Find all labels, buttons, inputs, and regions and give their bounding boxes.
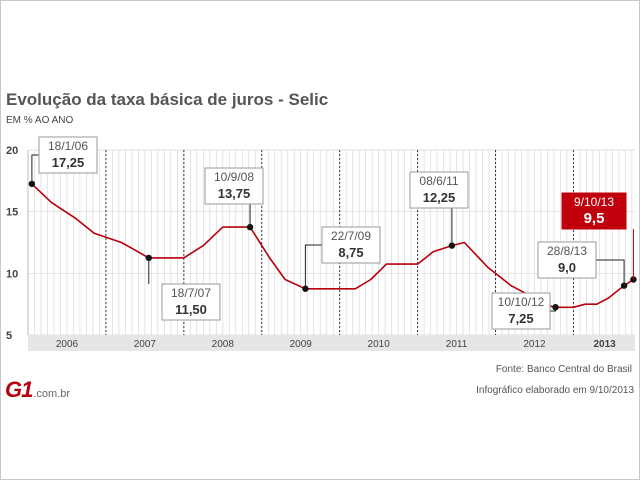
source-note: Fonte: Banco Central do Brasil <box>495 364 632 375</box>
x-tick-label: 2006 <box>56 339 79 350</box>
callout-connector <box>596 259 625 286</box>
callout-value: 7,25 <box>508 311 533 326</box>
x-tick-label: 2009 <box>290 339 313 350</box>
x-tick-label: 2012 <box>523 339 546 350</box>
y-tick-label: 5 <box>6 330 12 342</box>
chart-subtitle: EM % AO ANO <box>6 115 74 126</box>
x-tick-label: 2013 <box>593 339 616 350</box>
selic-series-line <box>31 183 634 309</box>
callout-date: 08/6/11 <box>419 174 458 188</box>
callout-connector <box>550 307 557 312</box>
x-axis-band <box>28 335 635 351</box>
callout-date: 9/10/13 <box>574 195 614 209</box>
callout-date: 18/7/07 <box>171 286 211 300</box>
y-tick-label: 20 <box>6 145 18 157</box>
x-tick-label: 2010 <box>368 339 391 350</box>
chart-title: Evolução da taxa básica de juros - Selic <box>6 90 329 109</box>
callout-value: 17,25 <box>52 155 85 170</box>
callout-box <box>38 136 98 174</box>
x-tick-label: 2007 <box>134 339 157 350</box>
callout-connector <box>304 244 322 289</box>
callout-date: 22/7/09 <box>331 229 371 243</box>
g1-logo-domain: .com.br <box>33 388 71 400</box>
callout-value: 13,75 <box>218 186 251 201</box>
y-tick-label: 10 <box>6 268 18 280</box>
callout-date: 18/1/06 <box>48 139 88 153</box>
callout-date: 10/10/12 <box>498 295 545 309</box>
callout-box <box>321 226 381 264</box>
y-tick-label: 15 <box>6 207 18 219</box>
g1-logo-mark: G1 <box>5 377 33 402</box>
y-axis-labels: 5 10 15 20 <box>6 145 18 342</box>
callout-box <box>537 241 597 279</box>
callout-box <box>409 171 469 209</box>
x-tick-label: 2011 <box>446 339 468 350</box>
callout-value: 11,50 <box>175 302 207 317</box>
callout-box <box>491 292 551 330</box>
callout-value: 9,5 <box>584 210 605 227</box>
callouts: 18/1/06 17,25 18/7/07 11,50 10/9/08 13,75 22/7… <box>31 136 634 330</box>
callout-box <box>204 167 264 205</box>
callout-value: 12,25 <box>423 190 456 205</box>
grid-lines <box>27 149 635 336</box>
callout-value: 9,0 <box>558 260 576 275</box>
g1-logo: G1 .com.br <box>5 379 70 401</box>
callout-box <box>161 283 221 321</box>
credit-note: Infográfico elaborado em 9/10/2013 <box>476 385 634 396</box>
callout-connector <box>31 154 39 184</box>
callout-value: 8,75 <box>338 245 363 260</box>
callout-box <box>561 192 627 230</box>
x-tick-label: 2008 <box>212 339 235 350</box>
callout-date: 28/8/13 <box>547 244 587 258</box>
callout-date: 10/9/08 <box>214 170 254 184</box>
x-axis-labels: 2006 2007 2008 2009 2010 2011 2012 2013 <box>56 339 616 350</box>
